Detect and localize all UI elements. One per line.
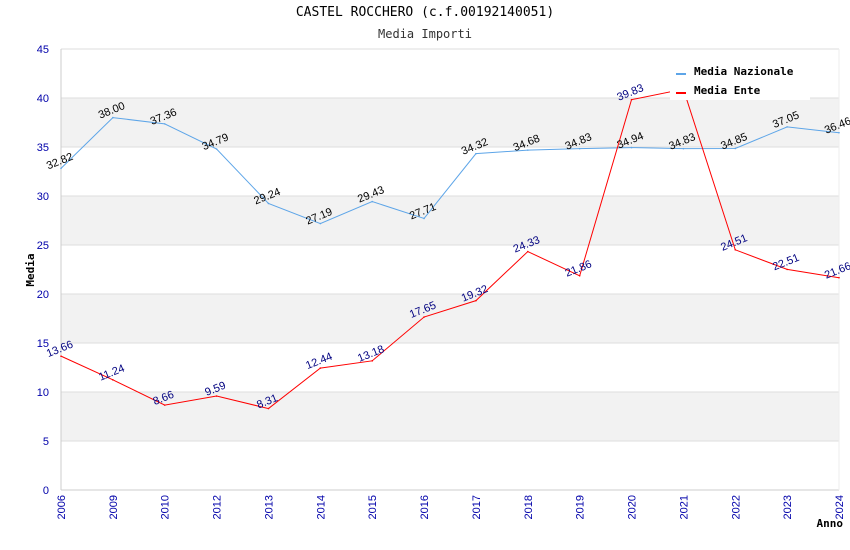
grid-bands — [61, 98, 839, 441]
data-point — [319, 222, 322, 225]
x-tick-label: 2014 — [315, 495, 327, 519]
y-tick-label: 35 — [37, 142, 49, 154]
x-tick-label: 2021 — [678, 495, 690, 519]
x-tick-label: 2024 — [834, 495, 846, 519]
legend: Media Nazionale Media Ente — [670, 60, 810, 100]
x-tick-label: 2022 — [730, 495, 742, 519]
data-point — [112, 379, 114, 381]
data-point — [527, 250, 529, 253]
y-tick-label: 25 — [37, 240, 49, 252]
x-tick-label: 2023 — [782, 495, 794, 519]
data-point — [423, 217, 425, 220]
data-label: 13.18 — [356, 343, 386, 364]
x-tick-label: 2016 — [419, 495, 431, 519]
y-tick-label: 10 — [37, 387, 49, 399]
x-tick-label: 2009 — [108, 495, 120, 519]
x-tick-label: 2019 — [575, 495, 587, 519]
legend-box — [670, 60, 810, 100]
data-point — [267, 202, 270, 205]
data-point — [60, 167, 62, 170]
y-tick-label: 40 — [37, 93, 49, 105]
y-tick-label: 0 — [43, 485, 49, 497]
y-tick-label: 5 — [43, 436, 49, 448]
data-point — [578, 147, 581, 150]
data-label: 11.24 — [97, 362, 126, 383]
y-axis-title: Media — [24, 253, 37, 286]
x-tick-label: 2018 — [523, 495, 535, 519]
data-label: 21.86 — [564, 258, 594, 279]
legend-label: Media Nazionale — [694, 65, 794, 78]
grid-band — [61, 98, 839, 147]
chart-subtitle: Media Importi — [378, 27, 472, 41]
data-label: 21.66 — [823, 260, 850, 281]
x-tick-label: 2017 — [471, 495, 483, 519]
x-tick-label: 2012 — [212, 495, 224, 519]
axes: 0 5 10 15 20 25 30 35 40 45 2006 2009 2010 2012 2013 20… — [24, 44, 846, 530]
series-lines — [60, 88, 840, 410]
x-tick-label: 2013 — [263, 495, 275, 519]
data-point — [423, 316, 425, 318]
data-point — [163, 404, 166, 406]
data-point — [682, 147, 685, 150]
data-point — [734, 249, 737, 251]
data-point — [60, 355, 62, 357]
data-point — [630, 98, 633, 101]
series-line-media-ente — [60, 88, 840, 410]
x-tick-label: 2020 — [627, 495, 639, 519]
data-point — [163, 123, 166, 125]
data-point — [371, 200, 374, 203]
data-point — [630, 146, 633, 149]
data-point — [786, 268, 788, 271]
data-label: 32.82 — [45, 151, 75, 172]
data-point — [267, 407, 270, 410]
data-point — [215, 395, 218, 397]
y-tick-label: 30 — [37, 191, 49, 203]
y-tick-label: 20 — [37, 289, 49, 301]
x-tick-label: 2015 — [367, 495, 379, 519]
y-tick-label: 45 — [37, 44, 49, 56]
grid-band — [61, 294, 839, 343]
data-point — [578, 274, 581, 277]
data-point — [475, 299, 477, 302]
data-point — [215, 148, 218, 150]
data-point — [527, 149, 529, 151]
data-point — [112, 116, 114, 119]
data-point — [734, 147, 737, 150]
legend-label: Media Ente — [694, 84, 761, 97]
chart-title: CASTEL ROCCHERO (c.f.00192140051) — [295, 5, 555, 20]
data-point — [319, 367, 322, 369]
series-line-media-nazionale — [60, 117, 840, 225]
grid-band — [61, 196, 839, 245]
data-point — [475, 152, 477, 155]
data-label: 13.66 — [45, 339, 75, 360]
data-point — [786, 126, 788, 128]
data-label: 22.51 — [771, 252, 801, 273]
x-tick-label: 2010 — [160, 495, 172, 519]
x-tick-label: 2006 — [56, 495, 68, 519]
y-tick-label: 15 — [37, 338, 49, 350]
grid-band — [61, 392, 839, 441]
data-point — [371, 360, 374, 362]
data-point — [838, 276, 840, 279]
x-axis-title: Anno — [817, 517, 844, 530]
data-point — [838, 131, 840, 134]
